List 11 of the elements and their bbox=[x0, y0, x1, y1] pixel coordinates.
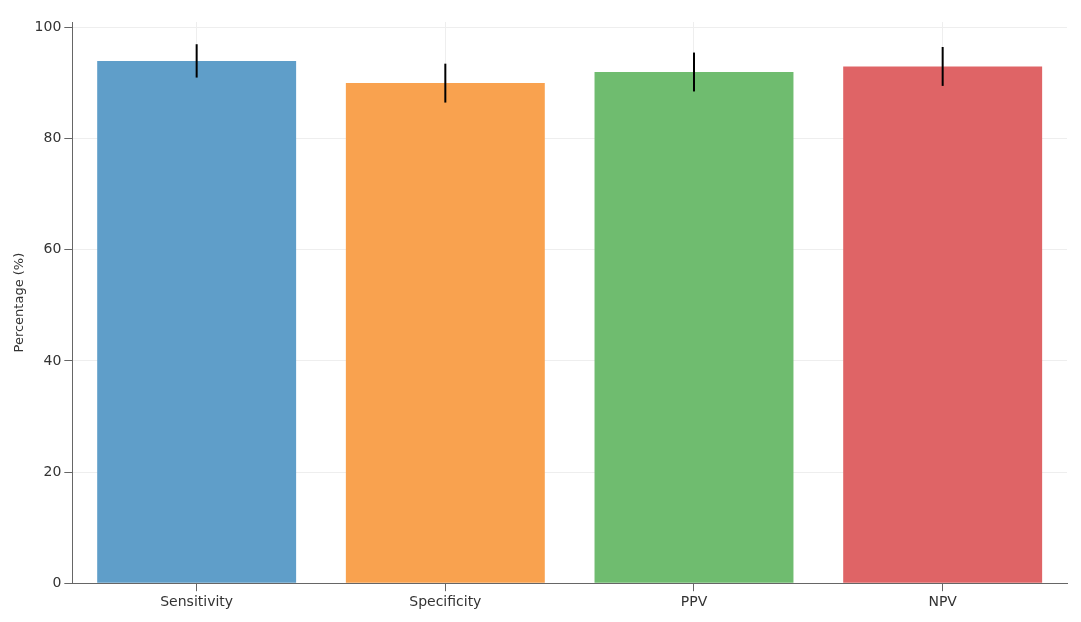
y-tick-label: 100 bbox=[34, 18, 62, 35]
y-tick-label: 0 bbox=[52, 573, 62, 590]
y-tick-label: 20 bbox=[43, 462, 62, 479]
x-tick-label: Specificity bbox=[409, 593, 482, 610]
x-tick-label: PPV bbox=[680, 593, 708, 610]
y-tick-label: 40 bbox=[43, 351, 62, 368]
y-tick-label: 60 bbox=[43, 240, 62, 257]
x-tick-label: NPV bbox=[928, 593, 958, 610]
x-tick-label: Sensitivity bbox=[160, 593, 234, 610]
y-tick-label: 80 bbox=[43, 129, 62, 146]
y-axis-title: Percentage (%) bbox=[11, 252, 27, 353]
